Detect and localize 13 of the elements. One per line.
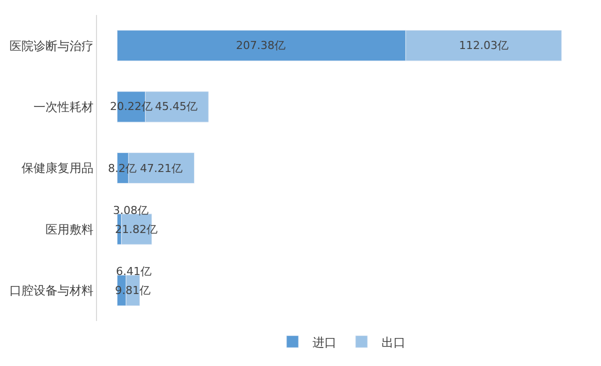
y-tick-label: 保健康复用品 (22, 161, 94, 176)
data-label: 45.45亿 (155, 100, 198, 113)
data-label: 47.21亿 (140, 162, 182, 175)
y-tick-label: 医院诊断与治疗 (10, 38, 94, 53)
y-tick-label: 一次性耗材 (34, 100, 94, 114)
data-label: 6.41亿 (116, 265, 152, 278)
y-tick-label: 口腔设备与材料 (10, 284, 94, 298)
data-label: 207.38亿 (236, 39, 286, 52)
y-tick-label: 医用敷料 (46, 222, 94, 236)
data-label: 112.03亿 (459, 39, 508, 52)
legend-label: 进口 (312, 335, 336, 350)
legend-label: 出口 (382, 335, 406, 350)
data-label: 3.08亿 (113, 204, 148, 217)
